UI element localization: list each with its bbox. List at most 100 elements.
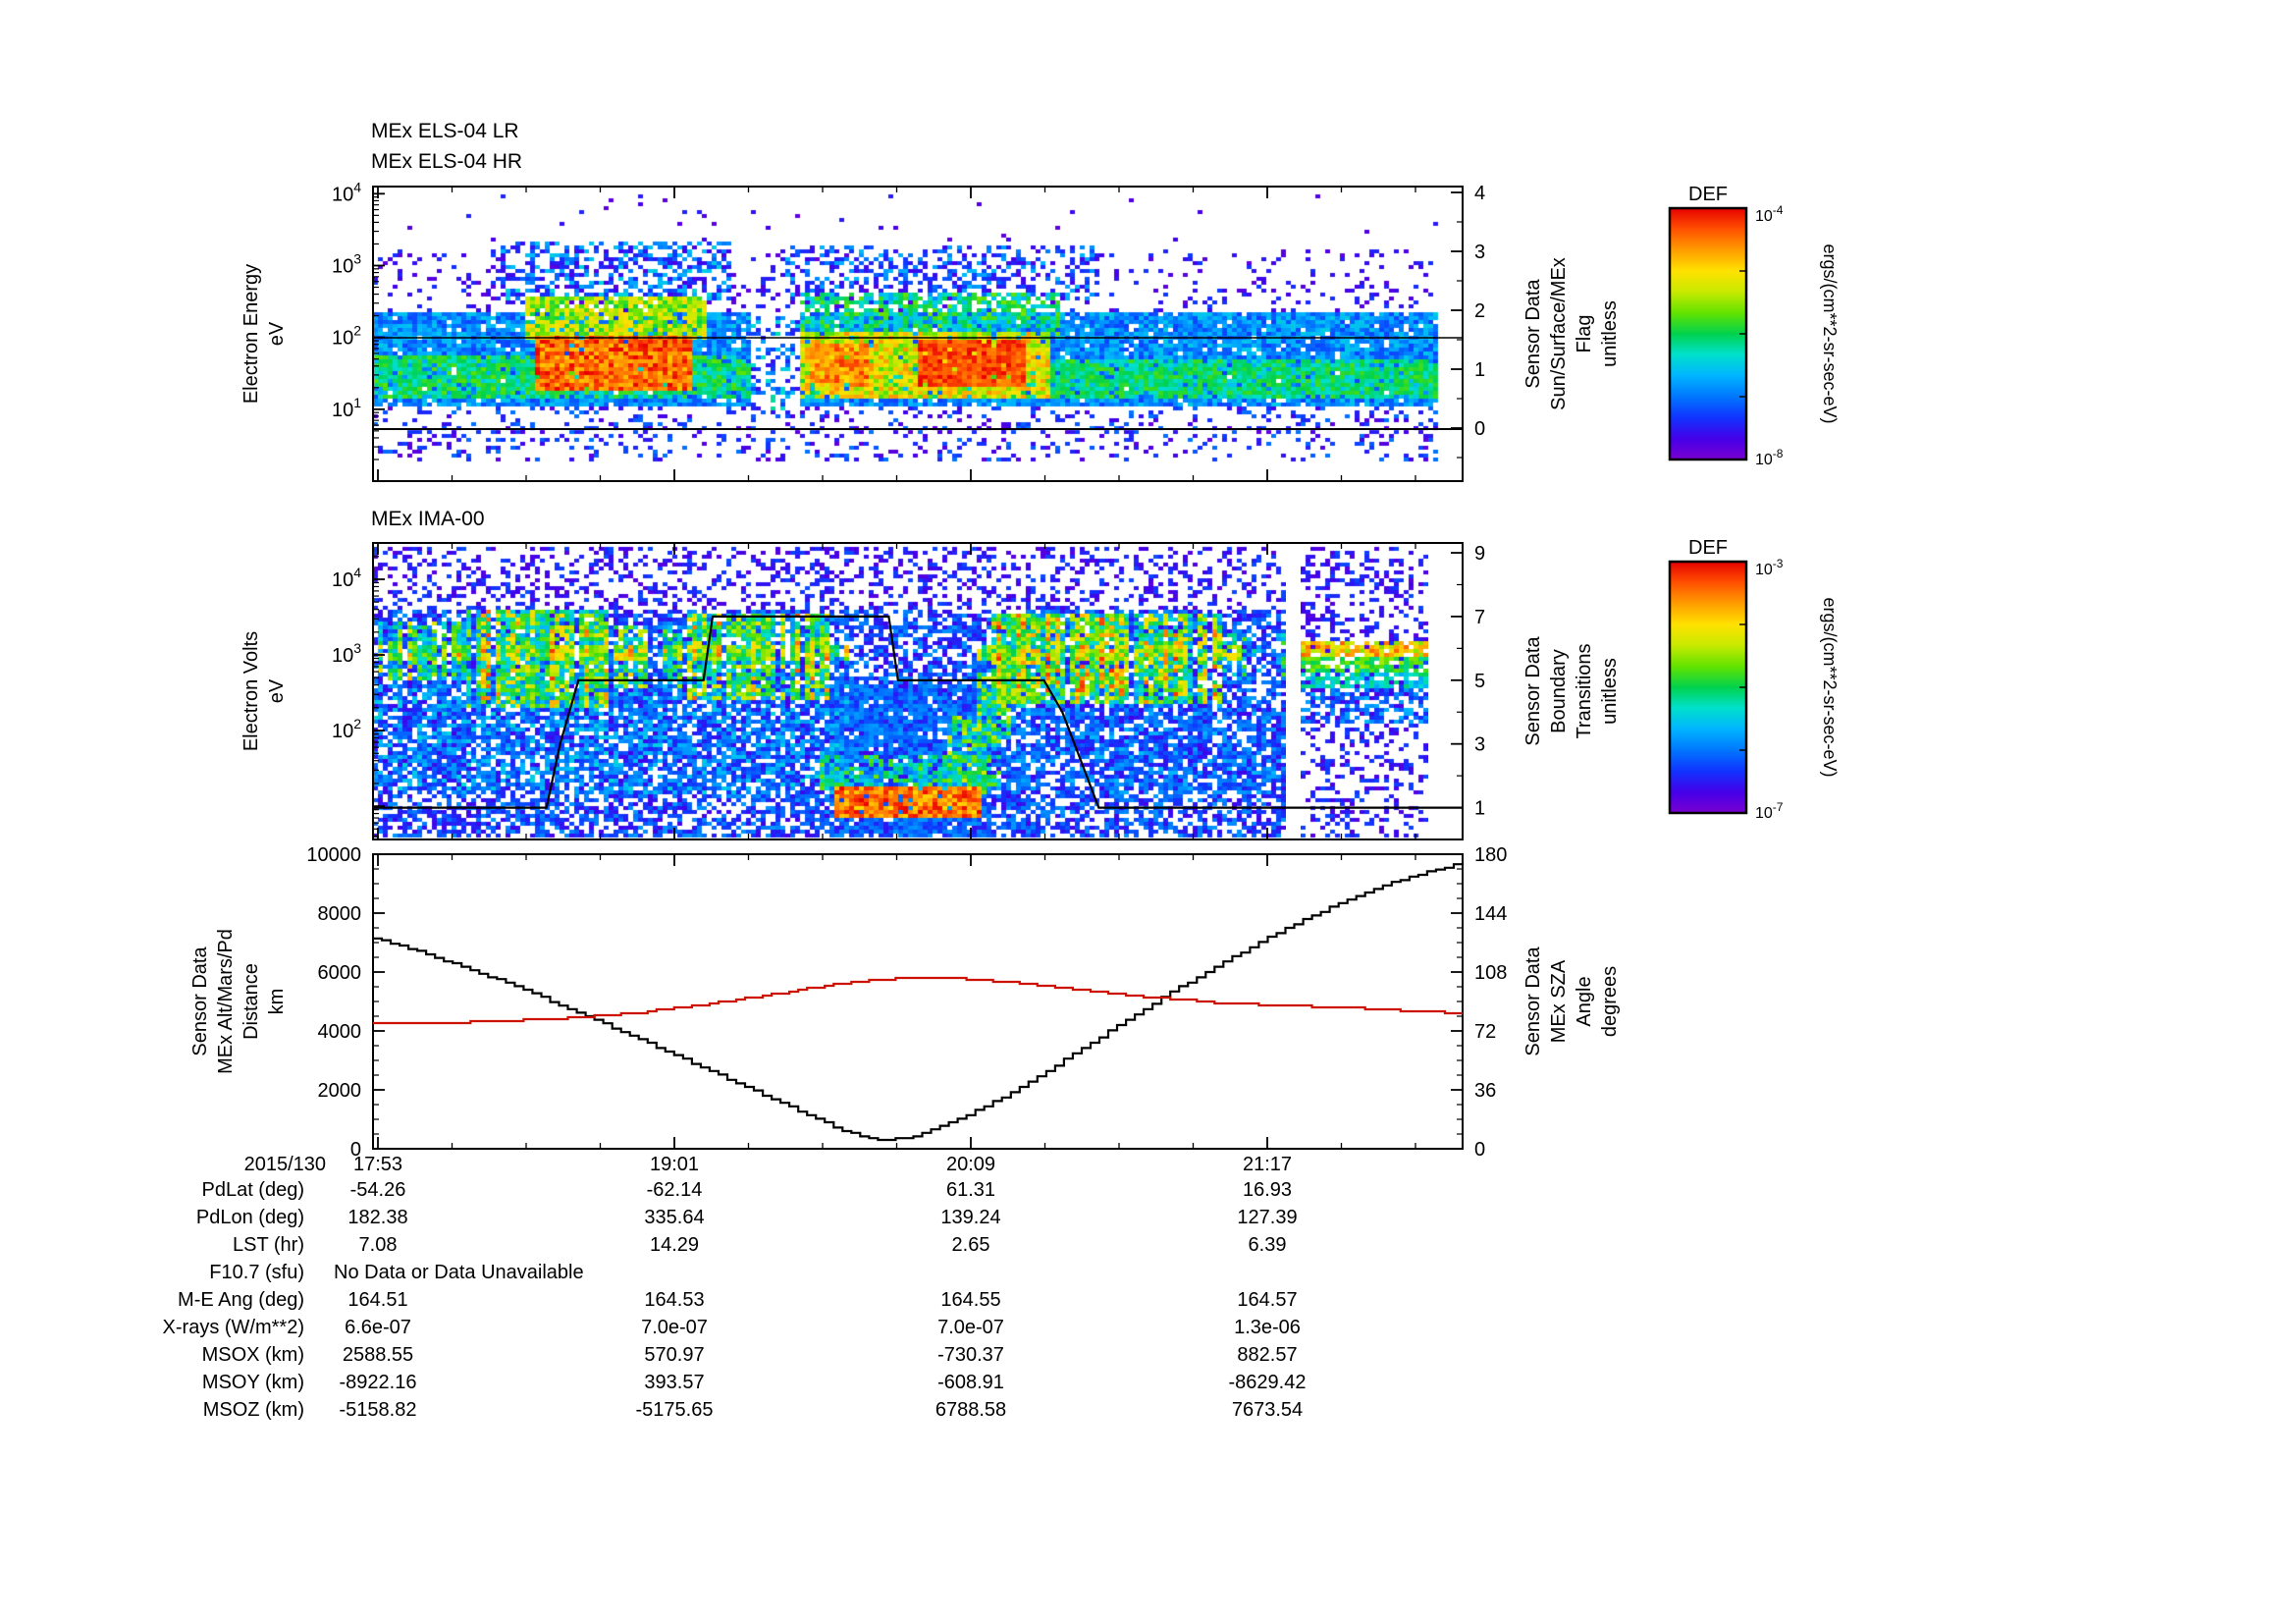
xtick-label: 19:01 xyxy=(650,1154,699,1175)
els-flag-tick-label: 0 xyxy=(1474,418,1485,440)
table-row-label: M-E Ang (deg) xyxy=(178,1289,304,1311)
xtick-label: 21:17 xyxy=(1243,1154,1292,1175)
table-row-label: PdLon (deg) xyxy=(196,1207,304,1228)
panel-frame xyxy=(372,542,1464,840)
table-cell: 882.57 xyxy=(1237,1344,1297,1366)
els-flag-tick-label: 3 xyxy=(1474,242,1485,263)
ima-title: MEx IMA-00 xyxy=(371,508,485,530)
table-cell: 570.97 xyxy=(644,1344,704,1366)
bottom-right-axis-label: Sensor Data xyxy=(1522,947,1544,1056)
ima-yaxis-label: Electron Volts xyxy=(240,631,262,751)
table-cell: -5175.65 xyxy=(636,1399,714,1421)
els-title-hr: MEx ELS-04 HR xyxy=(371,150,522,173)
els-right-axis-label: Sensor Data xyxy=(1522,279,1544,389)
table-cell: -730.37 xyxy=(937,1344,1004,1366)
bottom-right-axis-label: Angle xyxy=(1574,976,1595,1026)
els-colorbar-unit-label: ergs/(cm**2-sr-sec-eV) xyxy=(1820,243,1840,423)
els-yaxis-label: Electron Energy xyxy=(240,264,262,404)
ima-colorbar-def-label: DEF xyxy=(1688,537,1728,559)
altitude-tick-label: 4000 xyxy=(318,1021,362,1043)
xtick-label: 17:53 xyxy=(353,1154,402,1175)
sza-tick-label: 36 xyxy=(1474,1080,1496,1102)
table-cell: -62.14 xyxy=(647,1179,703,1201)
ima-yaxis-label: eV xyxy=(266,678,288,703)
ima-boundary-tick-label: 7 xyxy=(1474,607,1485,628)
table-cell: 6.6e-07 xyxy=(345,1317,411,1338)
table-cell: 164.55 xyxy=(940,1289,1000,1311)
table-cell: 182.38 xyxy=(347,1207,407,1228)
ima-boundary-tick-label: 1 xyxy=(1474,798,1485,820)
table-row-label: MSOY (km) xyxy=(202,1372,304,1393)
table-row-label: PdLat (deg) xyxy=(201,1179,304,1201)
table-cell: 2.65 xyxy=(952,1234,990,1256)
table-row-label: LST (hr) xyxy=(233,1234,304,1256)
table-cell: 16.93 xyxy=(1243,1179,1292,1201)
els-flag-tick-label: 2 xyxy=(1474,300,1485,322)
table-cell: -8922.16 xyxy=(340,1372,417,1393)
els-ytick-label: 102 xyxy=(332,323,361,350)
table-cell: 2588.55 xyxy=(343,1344,413,1366)
generated-plot-elements: 104 103 102 101 4 3 2 1 0 104 103 102 9 7 5 3 1 10000 180 8… xyxy=(163,179,1784,1421)
table-row-label: MSOZ (km) xyxy=(203,1399,304,1421)
sza-tick-label: 144 xyxy=(1474,903,1507,925)
ima-colorbar-min-label: 10-7 xyxy=(1755,800,1784,822)
ima-boundary-tick-label: 5 xyxy=(1474,671,1485,692)
altitude-tick-label: 6000 xyxy=(318,962,362,984)
table-cell: 335.64 xyxy=(644,1207,704,1228)
ima-boundary-tick-label: 9 xyxy=(1474,543,1485,565)
bottom-right-axis-label: degrees xyxy=(1599,966,1621,1037)
bottom-left-axis-label: km xyxy=(266,989,288,1015)
table-cell: 7.08 xyxy=(359,1234,398,1256)
table-row-label: F10.7 (sfu) xyxy=(209,1262,304,1283)
els-yaxis-label: eV xyxy=(266,321,288,346)
els-spectrogram-canvas xyxy=(373,187,1463,481)
date-label: 2015/130 xyxy=(244,1154,326,1175)
table-cell: 7.0e-07 xyxy=(937,1317,1004,1338)
table-note: No Data or Data Unavailable xyxy=(334,1262,584,1283)
els-colorbar-min-label: 10-8 xyxy=(1755,447,1784,468)
table-row-label: X-rays (W/m**2) xyxy=(163,1317,304,1338)
table-cell: 139.24 xyxy=(940,1207,1000,1228)
table-cell: -5158.82 xyxy=(340,1399,417,1421)
ima-right-axis-label: Transitions xyxy=(1574,643,1595,738)
ima-boundary-tick-label: 3 xyxy=(1474,734,1485,756)
table-cell: 7.0e-07 xyxy=(641,1317,708,1338)
xtick-label: 20:09 xyxy=(946,1154,995,1175)
bottom-left-axis-label: MEx Alt/Mars/Pd xyxy=(215,929,237,1074)
table-cell: -54.26 xyxy=(350,1179,406,1201)
table-cell: 164.53 xyxy=(644,1289,704,1311)
ima-right-axis-label: Boundary xyxy=(1548,649,1570,733)
ima-right-axis-label: unitless xyxy=(1599,658,1621,725)
table-cell: 7673.54 xyxy=(1232,1399,1303,1421)
sza-tick-label: 0 xyxy=(1474,1139,1485,1161)
bottom-left-axis-label: Distance xyxy=(240,963,262,1040)
ima-ytick-label: 102 xyxy=(332,716,361,742)
bottom-left-axis-label: Sensor Data xyxy=(189,947,211,1056)
els-colorbar-max-label: 10-4 xyxy=(1755,203,1784,225)
table-row-label: MSOX (km) xyxy=(202,1344,304,1366)
altitude-line xyxy=(373,862,1465,1142)
table-cell: 61.31 xyxy=(946,1179,995,1201)
altitude-tick-label: 10000 xyxy=(306,844,361,866)
ima-colorbar xyxy=(1668,560,1748,815)
altitude-tick-label: 8000 xyxy=(318,903,362,925)
table-cell: 1.3e-06 xyxy=(1234,1317,1301,1338)
els-colorbar-def-label: DEF xyxy=(1688,184,1728,205)
table-cell: -608.91 xyxy=(937,1372,1004,1393)
els-title-lr: MEx ELS-04 LR xyxy=(371,120,519,142)
els-right-axis-label: unitless xyxy=(1599,300,1621,367)
table-cell: 14.29 xyxy=(650,1234,699,1256)
els-right-axis-label: Flag xyxy=(1574,315,1595,353)
table-cell: 6.39 xyxy=(1249,1234,1287,1256)
table-cell: 164.57 xyxy=(1237,1289,1297,1311)
ima-colorbar-unit-label: ergs/(cm**2-sr-sec-eV) xyxy=(1820,597,1840,777)
table-cell: 393.57 xyxy=(644,1372,704,1393)
table-cell: 164.51 xyxy=(347,1289,407,1311)
els-flag-tick-label: 4 xyxy=(1474,183,1485,204)
ima-spectrogram-canvas xyxy=(373,543,1286,839)
sza-tick-label: 72 xyxy=(1474,1021,1496,1043)
ima-colorbar-max-label: 10-3 xyxy=(1755,557,1784,578)
altitude-tick-label: 0 xyxy=(350,1139,361,1161)
